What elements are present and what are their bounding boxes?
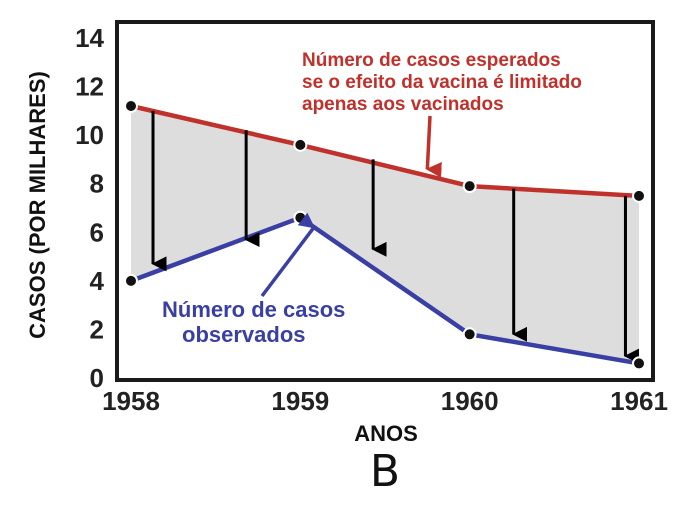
annotation-expected-line-0: Número de casos esperados: [302, 50, 561, 71]
annotation-expected-line-1: se o efeito da vacina é limitado: [302, 72, 582, 93]
y-axis-title: CASOS (POR MILHARES): [25, 71, 50, 339]
data-point-observed-2: [462, 327, 477, 342]
annotation-expected-line-2: apenas aos vacinados: [302, 94, 504, 115]
data-point-observed-3: [632, 356, 646, 371]
x-axis-title: ANOS: [354, 421, 418, 446]
series-line-expected: [130, 103, 640, 199]
data-point-expected-2: [462, 179, 477, 194]
panel-label: B: [370, 446, 400, 497]
series-line-observed: [130, 215, 640, 366]
y-tick-label-5: 10: [75, 120, 104, 150]
data-point-expected-0: [124, 99, 138, 113]
annotation-expected-arrow: [425, 115, 442, 178]
annotation-observed: Número de casos observados: [162, 297, 345, 347]
x-tick-label-0: 1958: [102, 386, 160, 416]
y-tick-label-3: 6: [90, 217, 104, 247]
annotation-observed-arrow: [260, 212, 316, 298]
y-tick-label-0: 0: [90, 363, 104, 393]
data-point-expected-1: [293, 137, 308, 152]
data-point-observed-1: [293, 210, 308, 225]
data-point-observed-0: [124, 273, 138, 288]
y-tick-label-2: 4: [90, 266, 105, 296]
y-tick-label-7: 14: [75, 23, 104, 53]
annotation-observed-line-1: observados: [182, 322, 306, 347]
y-tick-label-4: 8: [90, 169, 104, 199]
annotation-expected: Número de casos esperados se o efeito da …: [302, 50, 582, 115]
x-tick-label-1: 1959: [271, 386, 329, 416]
data-point-expected-3: [632, 188, 646, 203]
annotation-observed-line-0: Número de casos: [162, 297, 345, 322]
plot-frame: [115, 20, 655, 382]
y-tick-label-6: 12: [75, 72, 104, 102]
x-tick-label-2: 1960: [441, 386, 499, 416]
y-tick-label-1: 2: [90, 314, 104, 344]
x-tick-label-3: 1961: [610, 386, 668, 416]
gap-fill-area: [131, 106, 639, 364]
